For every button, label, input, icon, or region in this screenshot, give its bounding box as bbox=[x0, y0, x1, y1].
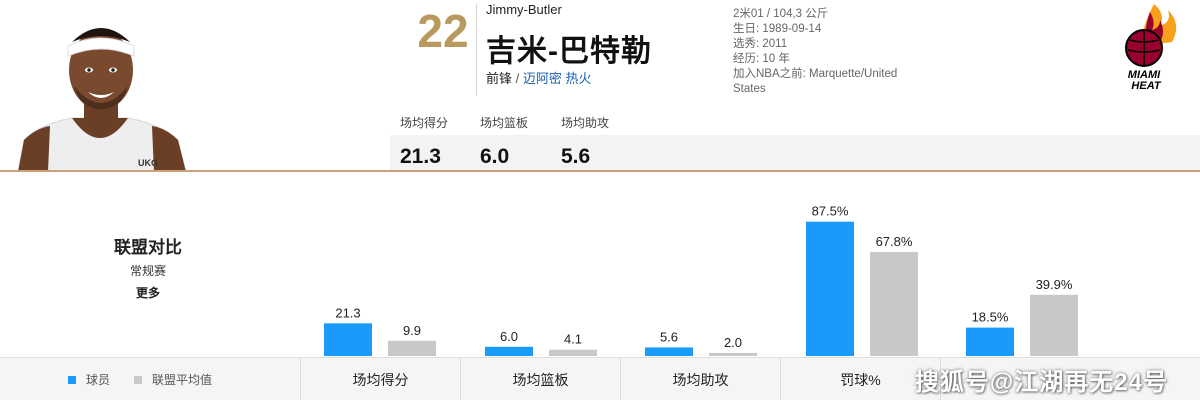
bar-label-league-0: 9.9 bbox=[403, 323, 421, 338]
team-logo-line1: MIAMI bbox=[1128, 69, 1161, 81]
bar-player-1 bbox=[485, 346, 533, 356]
position-separator: / bbox=[515, 71, 520, 86]
team-link[interactable]: 迈阿密 热火 bbox=[522, 71, 592, 86]
bar-label-league-3: 67.8% bbox=[876, 234, 913, 249]
player-header: UKG 22 Jimmy-Butler 吉米-巴特勒 前锋 / 迈阿密 热火 bbox=[0, 0, 1200, 172]
chart-footer: 球员 联盟平均值 场均得分 场均篮板 场均助攻 罚球% bbox=[0, 357, 1200, 400]
league-comparison: 联盟对比 常规赛 更多 bbox=[0, 183, 1200, 400]
category-free-throw-pct: 罚球% bbox=[780, 358, 940, 400]
legend-player: 球员 bbox=[68, 371, 110, 388]
category-extra bbox=[940, 358, 1200, 400]
comparison-subtitle: 常规赛 bbox=[129, 264, 166, 278]
bar-label-player-0: 21.3 bbox=[335, 305, 360, 320]
bar-player-0 bbox=[324, 323, 372, 356]
player-name-cn: 吉米-巴特勒 bbox=[486, 35, 652, 68]
avg-rebounds: 场均篮板 6.0 bbox=[480, 114, 528, 169]
legend-league: 联盟平均值 bbox=[134, 371, 212, 388]
bar-league-1 bbox=[549, 349, 597, 356]
jersey-number: 22 bbox=[417, 5, 469, 57]
avg-rebounds-label: 场均篮板 bbox=[480, 116, 529, 130]
bar-league-4 bbox=[1030, 294, 1078, 356]
avg-assists-value: 5.6 bbox=[561, 145, 591, 168]
player-name-en: Jimmy-Butler bbox=[486, 2, 562, 17]
jersey-text: UKG bbox=[138, 158, 158, 168]
bar-player-4 bbox=[966, 327, 1014, 356]
bar-label-league-1: 4.1 bbox=[564, 332, 582, 347]
avg-rebounds-value: 6.0 bbox=[480, 145, 510, 168]
bar-player-3 bbox=[806, 221, 854, 356]
legend-league-label: 联盟平均值 bbox=[152, 373, 213, 387]
bar-label-player-3: 87.5% bbox=[812, 204, 849, 219]
bio-experience: 经历: 10 年 bbox=[733, 53, 790, 65]
bio-prior: 加入NBA之前: Marquette/United States bbox=[733, 68, 898, 95]
legend-swatch-league bbox=[134, 375, 142, 384]
comparison-chart: 21.3 9.9 6.0 4.1 5.6 2.0 87.5% 67.8% 18.5% 39.9% bbox=[324, 204, 1078, 356]
avg-points-value: 21.3 bbox=[400, 145, 441, 168]
position-line: 前锋 / 迈阿密 热火 bbox=[486, 68, 592, 87]
legend-player-label: 球员 bbox=[86, 373, 111, 387]
avg-assists-label: 场均助攻 bbox=[561, 116, 610, 130]
player-headshot: UKG bbox=[10, 8, 200, 172]
bar-label-player-1: 6.0 bbox=[500, 329, 518, 344]
bar-league-2 bbox=[709, 352, 757, 356]
bio-birthday: 生日: 1989-09-14 bbox=[733, 23, 822, 35]
category-rebounds: 场均篮板 bbox=[460, 358, 620, 400]
bar-player-2 bbox=[645, 347, 693, 356]
header-divider bbox=[0, 170, 1200, 172]
watermark: 搜狐号@江湖再无24号 bbox=[914, 369, 1168, 396]
avg-assists: 场均助攻 5.6 bbox=[561, 114, 609, 169]
avg-points-label: 场均得分 bbox=[400, 116, 449, 130]
bar-league-3 bbox=[870, 251, 918, 356]
bar-label-player-4: 18.5% bbox=[972, 310, 1009, 325]
comparison-title: 联盟对比 bbox=[114, 238, 182, 257]
player-bio: 2米01 / 104,3 公斤 生日: 1989-09-14 选秀: 2011 … bbox=[733, 7, 923, 97]
avg-points: 场均得分 21.3 bbox=[400, 114, 448, 169]
category-assists: 场均助攻 bbox=[620, 358, 780, 400]
bio-draft: 选秀: 2011 bbox=[733, 38, 788, 50]
averages-strip bbox=[390, 135, 1200, 170]
team-logo-line2: HEAT bbox=[1131, 80, 1161, 92]
player-position: 前锋 bbox=[486, 71, 513, 86]
category-points: 场均得分 bbox=[300, 358, 460, 400]
bar-label-league-2: 2.0 bbox=[724, 335, 742, 350]
bio-size: 2米01 / 104,3 公斤 bbox=[733, 8, 829, 20]
bar-league-0 bbox=[388, 340, 436, 356]
team-logo[interactable]: MIAMI HEAT bbox=[1102, 0, 1186, 92]
comparison-more-link[interactable]: 更多 bbox=[135, 286, 160, 300]
legend-swatch-player bbox=[68, 375, 76, 384]
name-divider bbox=[476, 4, 477, 96]
bar-label-league-4: 39.9% bbox=[1036, 277, 1073, 292]
bar-label-player-2: 5.6 bbox=[660, 329, 678, 344]
